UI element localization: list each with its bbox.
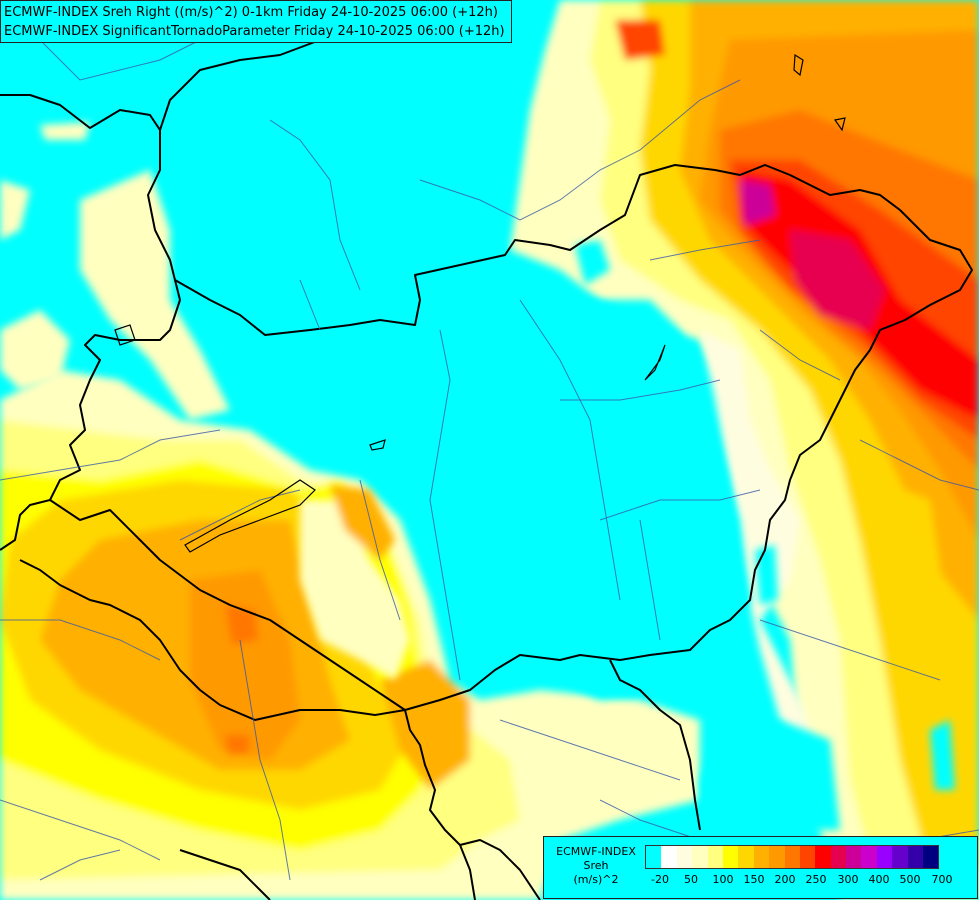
legend-tick-labels: -20 50 100 150 200 250 300 400 500 700: [645, 873, 970, 889]
legend-swatch: [892, 846, 908, 868]
legend-swatch: [646, 846, 662, 868]
legend-swatch: [661, 846, 677, 868]
legend-tick-label: 200: [774, 873, 796, 886]
southwest-light-cutout: [300, 485, 410, 680]
legend-tick-label: 400: [868, 873, 890, 886]
legend-unit: (m/s)^2: [573, 873, 619, 886]
title-line-2: ECMWF-INDEX SignificantTornadoParameter …: [4, 24, 505, 39]
legend-swatch: [907, 846, 924, 868]
legend-tick-label: 50: [684, 873, 698, 886]
legend-source: ECMWF-INDEX: [556, 845, 636, 858]
legend-tick-label: 300: [837, 873, 859, 886]
northwest-sreh-patches: [0, 122, 230, 420]
legend-swatch: [753, 846, 770, 868]
legend-swatch: [830, 846, 847, 868]
legend-swatch: [738, 846, 754, 868]
legend-swatch: [799, 846, 816, 868]
legend-tick-label: -20: [651, 873, 669, 886]
legend-variable: Sreh: [583, 859, 609, 872]
map-title-box: ECMWF-INDEX Sreh Right ((m/s)^2) 0-1km F…: [0, 0, 512, 43]
color-legend: ECMWF-INDEX Sreh (m/s)^2 -20 50 100 150 200 2…: [543, 836, 978, 899]
legend-swatch: [923, 846, 939, 868]
legend-swatch: [861, 846, 877, 868]
legend-swatch: [784, 846, 800, 868]
legend-tick-label: 700: [931, 873, 953, 886]
legend-swatch: [722, 846, 739, 868]
legend-tick-label: 150: [743, 873, 765, 886]
legend-swatch: [769, 846, 785, 868]
lakes: [114, 53, 846, 553]
legend-swatch: [876, 846, 893, 868]
legend-color-scale: [645, 845, 940, 869]
legend-tick-label: 100: [712, 873, 734, 886]
legend-swatch: [692, 846, 708, 868]
legend-swatch: [815, 846, 831, 868]
legend-tick-label: 500: [899, 873, 921, 886]
regional-boundaries: [0, 29, 979, 881]
legend-swatch: [846, 846, 862, 868]
legend-swatch: [707, 846, 723, 868]
legend-tick-label: 250: [805, 873, 827, 886]
legend-title: ECMWF-INDEX Sreh (m/s)^2: [548, 845, 644, 887]
title-line-1: ECMWF-INDEX Sreh Right ((m/s)^2) 0-1km F…: [4, 5, 498, 20]
legend-swatch: [676, 846, 693, 868]
